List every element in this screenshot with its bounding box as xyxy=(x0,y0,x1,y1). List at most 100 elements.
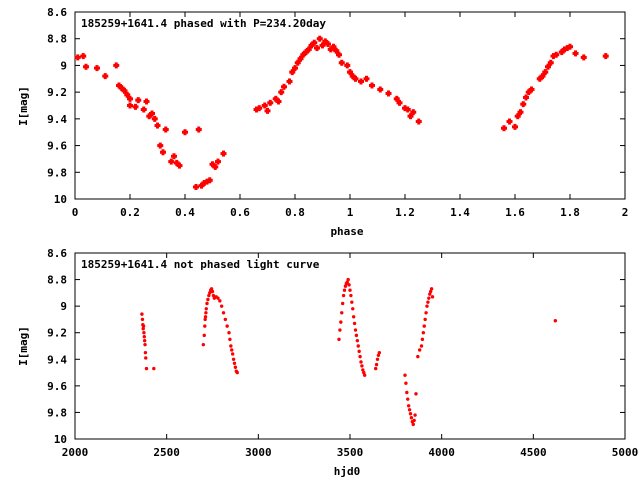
data-point xyxy=(162,126,169,133)
data-point xyxy=(140,317,145,322)
data-point xyxy=(209,161,216,168)
y-tick-label: 9.8 xyxy=(47,166,67,179)
data-point xyxy=(416,354,420,359)
data-point xyxy=(146,113,153,120)
data-point xyxy=(233,365,238,369)
data-point xyxy=(420,337,425,342)
y-axis-label: I[mag] xyxy=(17,86,30,126)
y-tick-label: 9.2 xyxy=(47,86,67,99)
data-point xyxy=(135,97,142,104)
data-point xyxy=(359,360,363,364)
data-point xyxy=(195,126,202,133)
data-point xyxy=(374,362,379,367)
data-point xyxy=(424,311,428,315)
data-point xyxy=(300,51,307,58)
data-point xyxy=(142,338,147,343)
data-point xyxy=(413,413,417,417)
data-point xyxy=(152,366,156,371)
data-point xyxy=(140,106,147,113)
data-point xyxy=(423,317,427,322)
data-point xyxy=(160,149,166,156)
data-point xyxy=(338,328,342,332)
axis-ticks: 2000 2500 3000 3500 4000 4500 5000 8.6 8.8 9 9.2 9.… xyxy=(47,247,638,459)
data-point xyxy=(410,109,417,116)
data-point xyxy=(373,366,378,371)
data-point xyxy=(198,182,205,189)
data-point xyxy=(377,86,384,93)
data-point xyxy=(572,50,579,57)
data-point xyxy=(353,328,358,332)
data-point xyxy=(536,75,543,82)
data-point xyxy=(206,297,210,302)
data-point xyxy=(227,331,231,335)
data-point xyxy=(256,105,263,112)
data-point xyxy=(351,315,356,319)
data-point xyxy=(375,357,380,361)
data-point xyxy=(406,404,411,408)
data-point xyxy=(377,350,382,355)
data-point xyxy=(231,357,236,361)
data-point xyxy=(393,95,400,102)
data-point xyxy=(216,296,220,300)
chart-title: 185259+1641.4 phased with P=234.20day xyxy=(81,17,326,30)
y-tick-label: 9.4 xyxy=(47,353,67,366)
data-point xyxy=(553,319,558,323)
data-point xyxy=(230,348,234,352)
data-point xyxy=(219,304,224,308)
data-point xyxy=(422,324,426,328)
data-points xyxy=(74,35,609,190)
data-point xyxy=(512,123,518,130)
data-point xyxy=(157,142,164,149)
data-point xyxy=(102,73,109,80)
data-point xyxy=(363,75,370,82)
data-point xyxy=(193,183,199,190)
data-point xyxy=(602,53,609,60)
phased-light-curve-panel: 0 0.2 0.4 0.6 0.8 1 1.2 1.4 1.6 1.8 2 8.6 8.8 9 9.2 9.4… xyxy=(17,6,628,238)
data-point xyxy=(427,296,431,300)
data-point xyxy=(567,43,573,50)
x-tick-label: 1.4 xyxy=(450,206,470,219)
data-point xyxy=(232,361,237,365)
data-point xyxy=(355,338,360,343)
data-point xyxy=(267,99,274,106)
data-point xyxy=(225,324,229,328)
data-point xyxy=(286,78,293,85)
data-point xyxy=(339,320,343,324)
data-point xyxy=(143,98,150,105)
data-point xyxy=(419,344,424,348)
data-point xyxy=(203,324,207,328)
x-tick-label: 0 xyxy=(72,206,79,219)
x-tick-label: 0.8 xyxy=(285,206,305,219)
data-point xyxy=(80,53,87,60)
data-point xyxy=(425,304,429,308)
data-point xyxy=(113,62,120,69)
data-point xyxy=(149,110,155,117)
data-point xyxy=(303,49,309,56)
y-tick-label: 10 xyxy=(54,433,67,446)
data-point xyxy=(337,337,341,342)
y-tick-label: 9.6 xyxy=(47,140,67,153)
x-tick-label: 1.8 xyxy=(560,206,580,219)
data-point xyxy=(143,342,147,347)
x-tick-label: 0.6 xyxy=(230,206,250,219)
x-tick-label: 2000 xyxy=(62,446,89,459)
unphased-light-curve-panel: 2000 2500 3000 3500 4000 4500 5000 8.6 8.8 9 9.2 9.… xyxy=(17,247,638,478)
x-tick-label: 5000 xyxy=(612,446,639,459)
data-point xyxy=(144,356,148,360)
data-point xyxy=(305,46,312,53)
x-axis-label: phase xyxy=(330,225,363,238)
data-point xyxy=(403,373,407,377)
data-point xyxy=(208,291,212,295)
data-point xyxy=(349,73,356,80)
x-tick-label: 2 xyxy=(622,206,629,219)
data-point xyxy=(336,51,342,58)
data-point xyxy=(220,150,227,157)
data-point xyxy=(525,89,532,96)
data-point xyxy=(272,95,279,102)
data-point xyxy=(176,162,183,169)
data-point xyxy=(292,65,298,72)
data-point xyxy=(411,422,415,427)
data-point xyxy=(333,47,340,54)
data-point xyxy=(316,35,323,42)
data-point xyxy=(345,280,349,284)
